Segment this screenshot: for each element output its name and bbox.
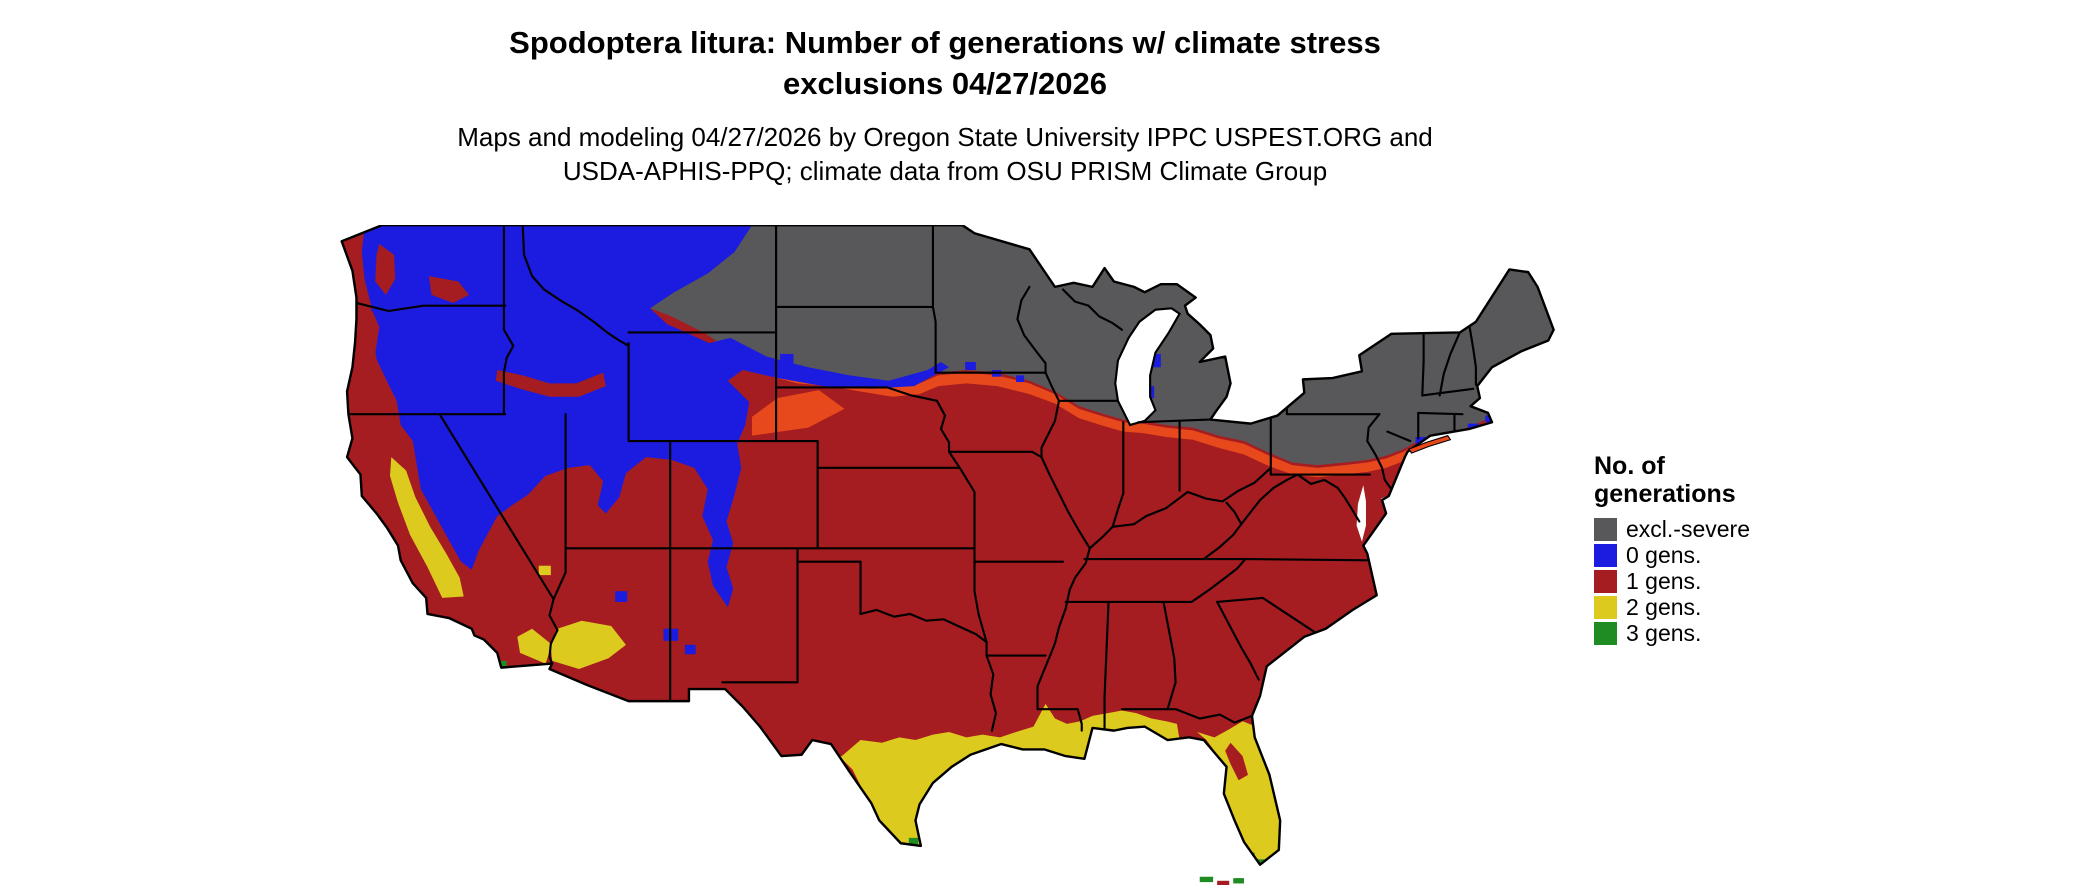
leg-label-1-gens: 1 gens. — [1626, 567, 1702, 594]
legend-title-line-1: No. of — [1594, 452, 1665, 480]
page-subtitle: Maps and modeling 04/27/2026 by Oregon S… — [0, 120, 1890, 188]
title-line-1: Spodoptera litura: Number of generations… — [509, 25, 1381, 60]
leg-label-2-gens: 2 gens. — [1626, 593, 1702, 620]
page-title: Spodoptera litura: Number of generations… — [0, 22, 1890, 104]
legend-items: excl.-severe 0 gens. 1 gens. 2 gens. 3 g… — [1594, 516, 1834, 646]
us-generations-map — [335, 225, 1555, 885]
subtitle-line-2: USDA-APHIS-PPQ; climate data from OSU PR… — [562, 156, 1328, 186]
leg-label-excl-severe: excl.-severe — [1626, 515, 1750, 542]
legend-item-3-gens: 3 gens. — [1594, 620, 1834, 646]
legend-title-line-2: generations — [1594, 480, 1736, 508]
lake-michigan — [1114, 307, 1182, 427]
leg-swatch-2-gens — [1594, 595, 1617, 619]
region-one-gen-west-patches — [364, 243, 606, 408]
leg-label-3-gens: 3 gens. — [1626, 619, 1702, 646]
leg-swatch-0-gens — [1594, 543, 1617, 567]
region-florida-red-ridge — [1225, 742, 1248, 781]
leg-swatch-1-gens — [1594, 569, 1617, 593]
map-svg — [340, 225, 1555, 885]
legend-item-1-gens: 1 gens. — [1594, 568, 1834, 594]
map-legend: No. of generations excl.-severe 0 gens. … — [1594, 452, 1834, 646]
leg-swatch-excl-severe — [1594, 517, 1617, 541]
subtitle-line-1: Maps and modeling 04/27/2026 by Oregon S… — [457, 122, 1433, 152]
leg-label-0-gens: 0 gens. — [1626, 541, 1702, 568]
long-island — [1408, 435, 1452, 454]
florida-keys — [1199, 876, 1244, 885]
legend-item-0-gens: 0 gens. — [1594, 542, 1834, 568]
chesapeake-bay — [1356, 485, 1366, 542]
state-borders — [345, 225, 1477, 732]
us-outline — [340, 225, 1555, 866]
legend-item-2-gens: 2 gens. — [1594, 594, 1834, 620]
legend-item-excl-severe: excl.-severe — [1594, 516, 1834, 542]
leg-swatch-3-gens — [1594, 621, 1617, 645]
title-line-2: exclusions 04/27/2026 — [782, 66, 1107, 101]
map-raster-layers — [341, 225, 1554, 865]
